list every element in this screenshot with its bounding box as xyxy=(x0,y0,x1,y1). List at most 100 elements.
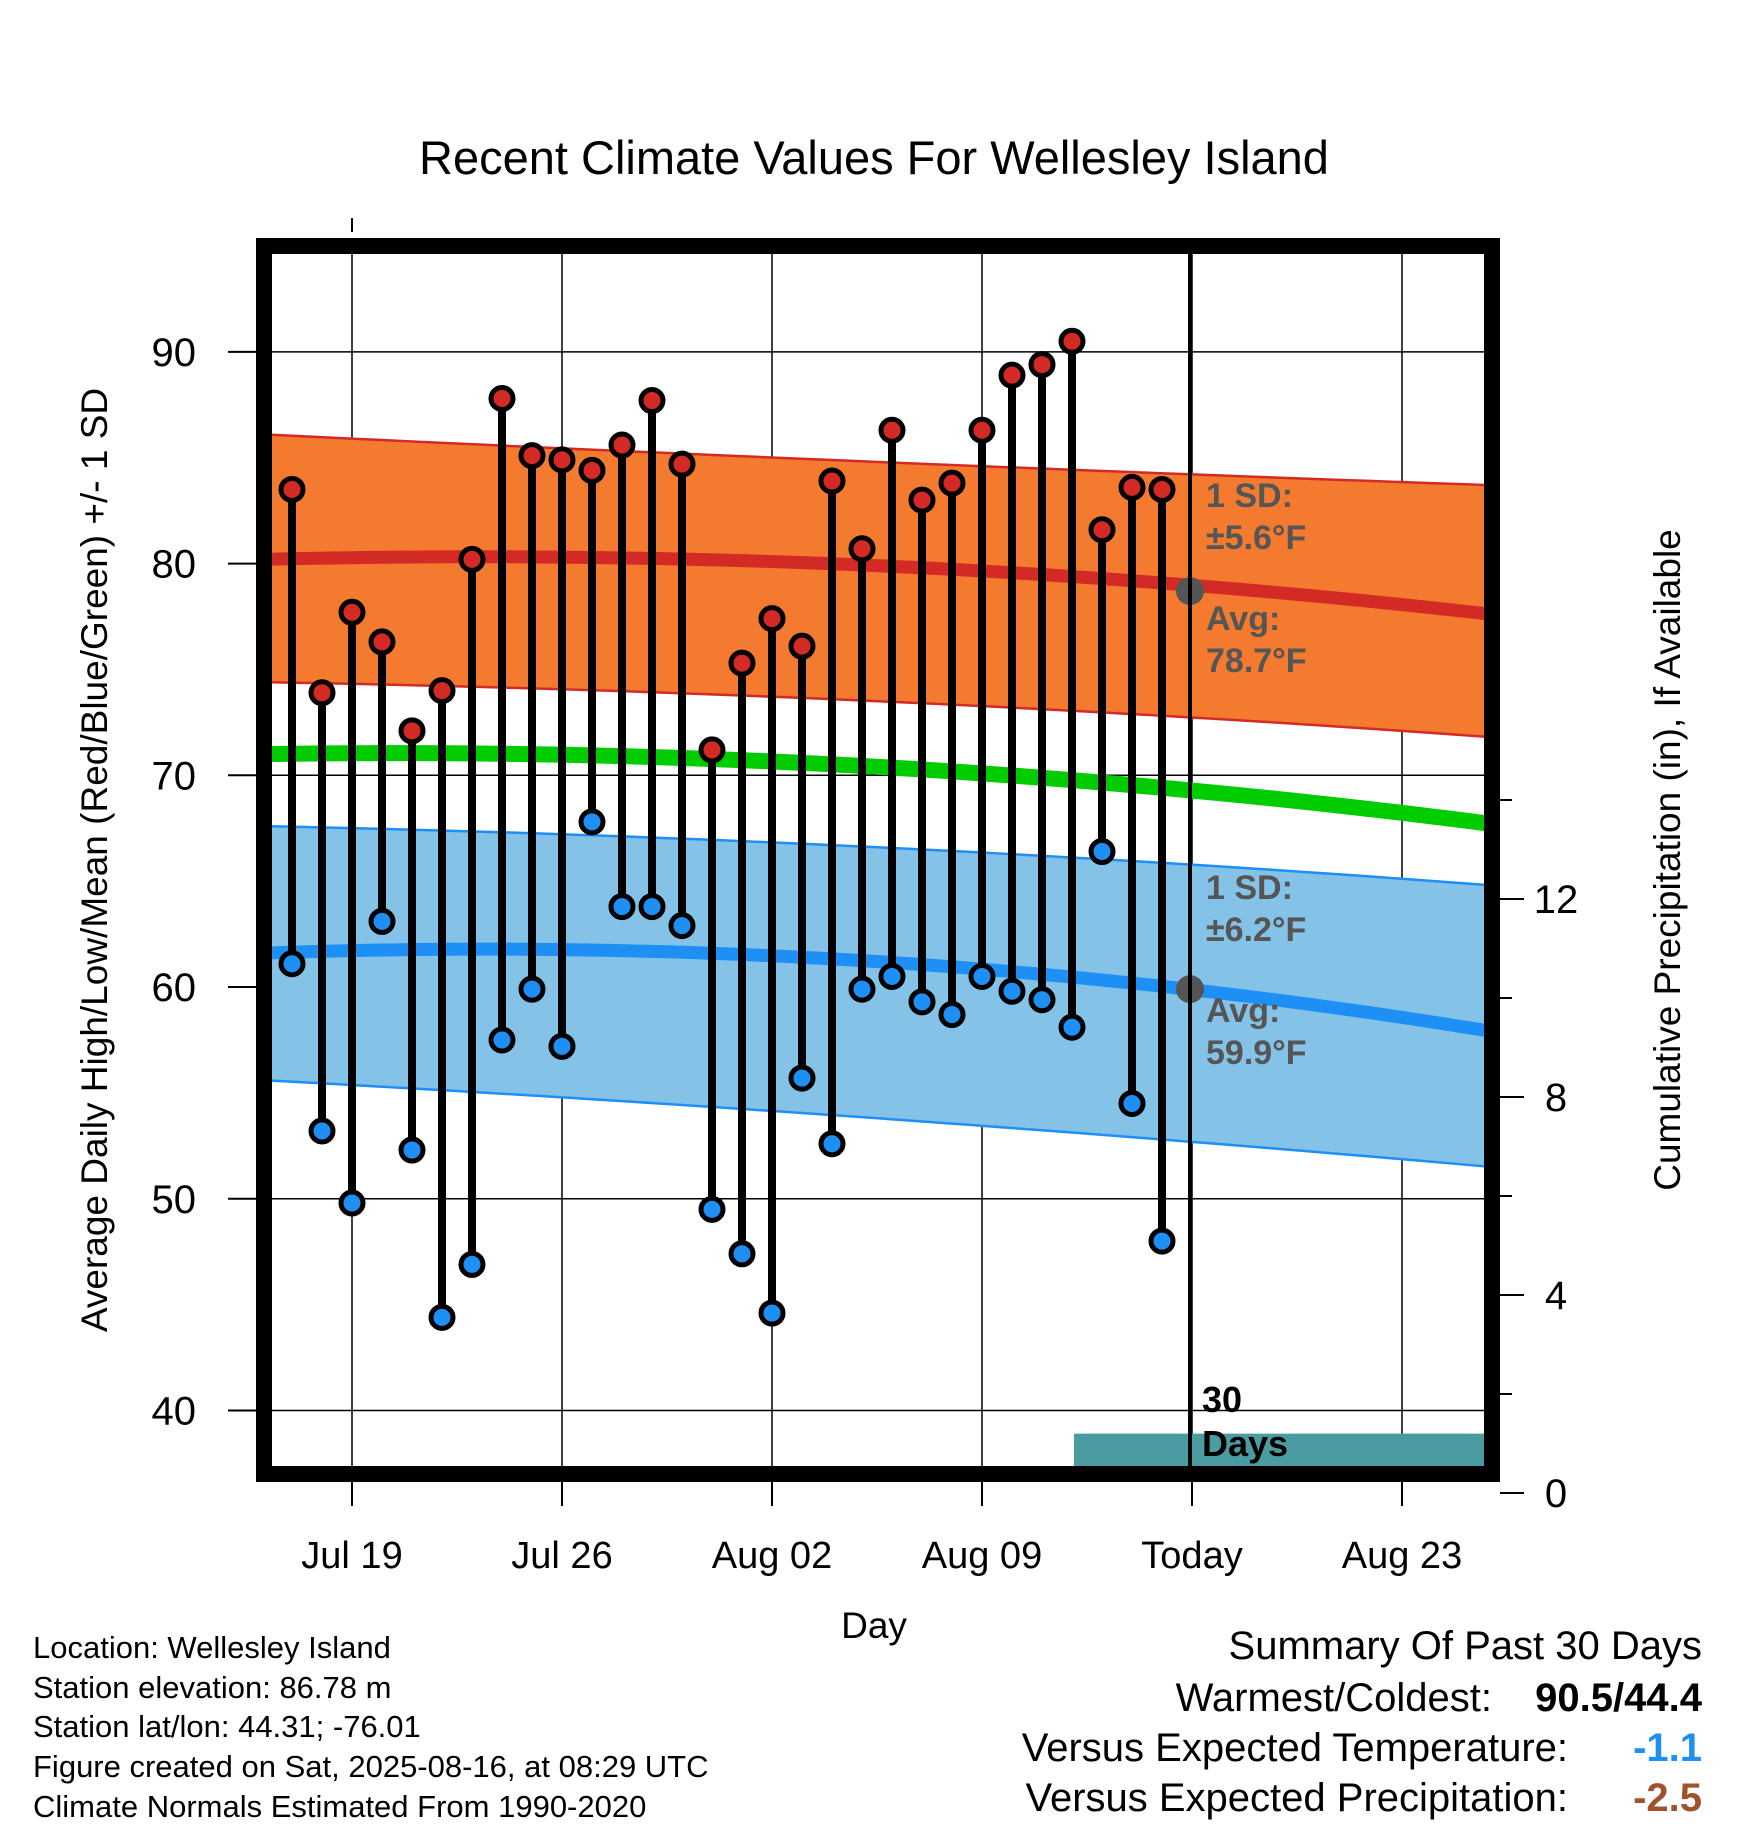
high-marker xyxy=(278,475,306,503)
high-marker xyxy=(938,469,966,497)
high-avg-annotation: Avg: 78.7°F xyxy=(1206,600,1307,680)
low-marker xyxy=(1118,1089,1146,1117)
y2-tick-label: 0 xyxy=(1545,1472,1567,1516)
x-tick-label: Aug 02 xyxy=(712,1535,832,1577)
y2-axis-label: Cumulative Precipitation (in), If Availa… xyxy=(1647,529,1688,1191)
high-marker xyxy=(758,605,786,633)
low-marker xyxy=(818,1130,846,1158)
high-sd-band xyxy=(264,434,1492,738)
x-tick-label: Jul 26 xyxy=(511,1535,612,1577)
summary-title-text: Summary Of Past 30 Days xyxy=(1228,1624,1702,1668)
high-marker xyxy=(1148,475,1176,503)
high-marker xyxy=(428,677,456,705)
low-marker xyxy=(878,962,906,990)
low-marker xyxy=(458,1250,486,1278)
footer-location: Location: Wellesley Island xyxy=(33,1630,391,1665)
daily-markers xyxy=(278,327,1204,1331)
footer-created: Figure created on Sat, 2025-08-16, at 08… xyxy=(33,1749,709,1784)
high-marker xyxy=(818,467,846,495)
low-marker xyxy=(728,1240,756,1268)
high-marker xyxy=(968,416,996,444)
x-tick-label: Today xyxy=(1141,1535,1242,1577)
low-sd-annotation: 1 SD: ±6.2°F xyxy=(1206,869,1306,949)
low-marker xyxy=(368,907,396,935)
high-marker xyxy=(1028,351,1056,379)
high-marker xyxy=(1088,516,1116,544)
high-marker xyxy=(728,649,756,677)
low-marker xyxy=(1058,1013,1086,1041)
x-axis-label: Day xyxy=(841,1605,907,1646)
high-marker xyxy=(848,535,876,563)
footer-normals: Climate Normals Estimated From 1990-2020 xyxy=(33,1789,647,1824)
low-marker xyxy=(698,1195,726,1223)
high-marker xyxy=(398,717,426,745)
y-tick-label: 70 xyxy=(152,754,197,798)
high-marker xyxy=(458,545,486,573)
summary-precip-label: Versus Expected Precipitation: xyxy=(1025,1776,1568,1820)
low-marker xyxy=(758,1299,786,1327)
high-marker xyxy=(608,431,636,459)
summary-warmest-label: Warmest/Coldest: xyxy=(1175,1676,1492,1720)
y2-tick-label: 12 xyxy=(1534,878,1579,922)
low-avg-annotation: Avg: 59.9°F xyxy=(1206,992,1307,1072)
plot-frame xyxy=(256,238,1500,1482)
precip-area xyxy=(264,1433,1492,1474)
y2-tick-label: 4 xyxy=(1545,1274,1567,1318)
high-marker xyxy=(668,450,696,478)
high-band-upper xyxy=(264,433,1492,487)
high-marker xyxy=(518,442,546,470)
summary-precip-row: Versus Expected Precipitation: -2.5 xyxy=(1025,1778,1702,1818)
low-marker xyxy=(908,988,936,1016)
low-marker xyxy=(278,950,306,978)
high-marker xyxy=(788,632,816,660)
low-marker xyxy=(518,975,546,1003)
x-tick-label: Jul 19 xyxy=(301,1535,402,1577)
band-annotations: 1 SD: ±5.6°F Avg: 78.7°F 1 SD: ±6.2°F Avg: 5… xyxy=(1202,477,1307,1464)
low-marker xyxy=(1148,1227,1176,1255)
y-tick-label: 50 xyxy=(152,1178,197,1222)
summary-temp-row: Versus Expected Temperature: -1.1 xyxy=(1022,1728,1702,1768)
high-marker xyxy=(368,628,396,656)
x-tick-label: Aug 23 xyxy=(1342,1535,1462,1577)
low-marker xyxy=(488,1026,516,1054)
high-marker xyxy=(548,446,576,474)
high-marker xyxy=(488,384,516,412)
high-marker xyxy=(698,736,726,764)
summary-warmest-row: Warmest/Coldest: 90.5/44.4 xyxy=(1176,1678,1702,1718)
today-days-label: 30 Days xyxy=(1202,1379,1288,1464)
summary-warmest-value: 90.5/44.4 xyxy=(1535,1676,1702,1720)
high-marker xyxy=(308,679,336,707)
low-marker xyxy=(668,912,696,940)
high-marker xyxy=(908,486,936,514)
low-marker xyxy=(548,1032,576,1060)
y2-tick-label: 8 xyxy=(1545,1076,1567,1120)
low-marker xyxy=(1088,838,1116,866)
low-marker xyxy=(1028,986,1056,1014)
low-marker xyxy=(398,1136,426,1164)
low-marker xyxy=(638,893,666,921)
low-marker xyxy=(938,1001,966,1029)
footer-elevation: Station elevation: 86.78 m xyxy=(33,1670,392,1705)
low-sd-band xyxy=(264,826,1492,1167)
low-marker xyxy=(968,962,996,990)
high-marker xyxy=(878,416,906,444)
high-marker xyxy=(338,598,366,626)
y-tick-label: 60 xyxy=(152,966,197,1010)
summary-title: Summary Of Past 30 Days xyxy=(1229,1626,1702,1666)
y-tick-label: 90 xyxy=(152,331,197,375)
low-marker xyxy=(848,975,876,1003)
axis-ticks: 40 50 60 70 80 90 0 4 8 12 Jul 19 Jul 26 Aug 02 Aug 0… xyxy=(152,218,1579,1577)
normal-bands xyxy=(264,433,1492,1474)
high-marker xyxy=(578,456,606,484)
y-tick-label: 80 xyxy=(152,543,197,587)
y-tick-label: 40 xyxy=(152,1389,197,1433)
low-marker xyxy=(998,977,1026,1005)
low-marker xyxy=(608,893,636,921)
chart-title: Recent Climate Values For Wellesley Isla… xyxy=(419,131,1329,184)
high-marker xyxy=(1118,473,1146,501)
daily-stems xyxy=(288,341,1166,1318)
low-marker xyxy=(788,1064,816,1092)
low-marker xyxy=(308,1117,336,1145)
high-sd-annotation: 1 SD: ±5.6°F xyxy=(1206,477,1306,557)
